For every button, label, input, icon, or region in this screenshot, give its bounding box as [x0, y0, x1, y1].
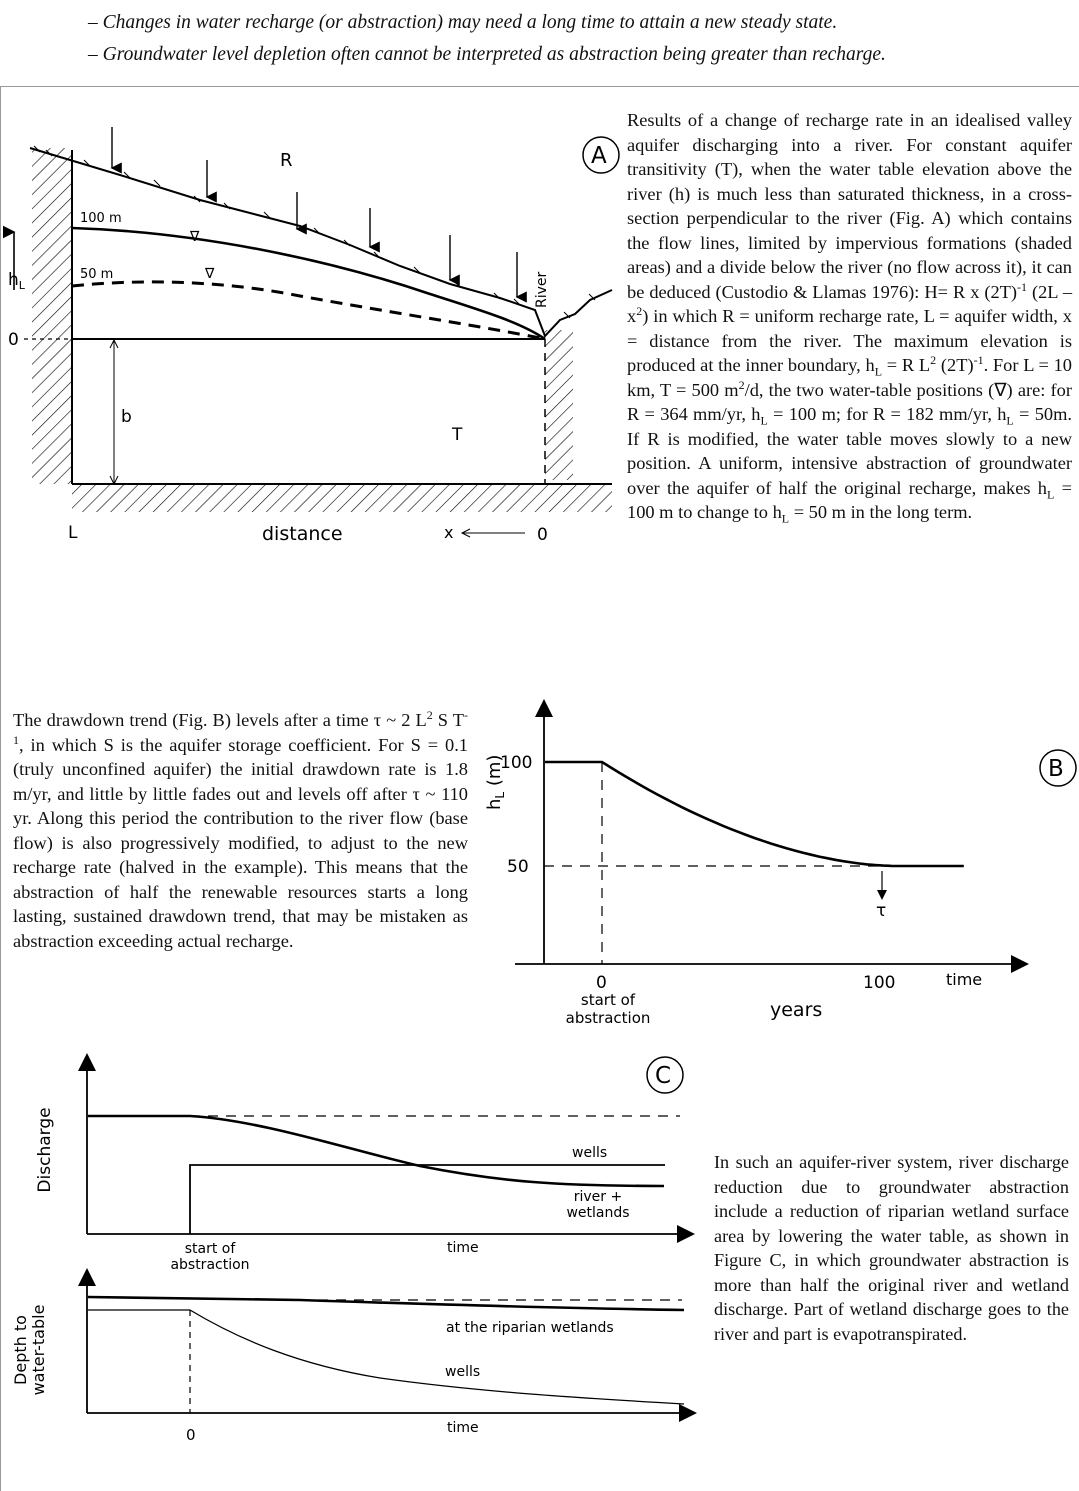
river-right-wall: [545, 330, 573, 480]
paragraph-c: In such an aquifer-river system, river d…: [714, 1152, 1069, 1344]
water-table-symbol-1: ∇: [189, 229, 200, 245]
recharge-label: R: [280, 150, 293, 171]
badge-b-text: B: [1048, 756, 1064, 782]
left-impervious-wall: [32, 148, 72, 484]
river-label: River: [534, 271, 550, 308]
x-tick-100: 100: [863, 973, 895, 993]
x-zero-label: 0: [537, 525, 548, 545]
x-label: x: [444, 523, 453, 542]
zero-label-c: 0: [186, 1426, 196, 1444]
start-label-c-2: abstraction: [170, 1257, 249, 1273]
zero-label: 0: [8, 330, 19, 350]
figure-b: 100 50 hL (m) τ 0 100 time years start o…: [484, 699, 1077, 1027]
figure-c: Discharge wells river + wetlands start o…: [11, 1053, 697, 1444]
badge-b: [1039, 749, 1077, 787]
x-tick-0: 0: [596, 973, 607, 993]
level-50-label: 50 m: [80, 267, 113, 282]
water-table-100m: [71, 226, 546, 341]
wells-top-label: wells: [572, 1145, 607, 1161]
axis-hl-label: hL: [8, 270, 26, 292]
figure-a: hL 0 100 m ∇ 50 m ∇ R b T River L distan…: [2, 127, 620, 545]
wells-bottom-label: wells: [445, 1364, 480, 1380]
frame-left-rule: [0, 86, 1, 1491]
time-top-label: time: [447, 1240, 479, 1256]
start-label-b-1: start of: [581, 991, 636, 1009]
tau-label: τ: [876, 901, 886, 921]
T-label: T: [451, 425, 463, 445]
level-100-label: 100 m: [80, 211, 122, 226]
time-label-b: time: [946, 970, 982, 989]
badge-a: [582, 136, 620, 174]
distance-label: distance: [262, 523, 343, 545]
discharge-label: Discharge: [35, 1107, 55, 1192]
paragraph-b: The drawdown trend (Fig. B) levels after…: [13, 707, 468, 951]
years-label: years: [770, 999, 822, 1021]
bullet-1: – Changes in water recharge (or abstract…: [88, 12, 838, 33]
start-label-b-2: abstraction: [566, 1009, 651, 1027]
water-table-50m: [71, 280, 546, 341]
y-tick-50: 50: [507, 857, 529, 877]
river-wetlands-curve: [88, 1114, 665, 1188]
badge-c-text: C: [655, 1063, 671, 1089]
depth-label-2: water-table: [29, 1305, 48, 1396]
riparian-label: at the riparian wetlands: [446, 1320, 614, 1336]
badge-a-text: A: [591, 143, 607, 169]
paragraph-a: Results of a change of recharge rate in …: [627, 110, 1073, 526]
bottom-impervious-base: [72, 484, 612, 512]
depth-label-1: Depth to: [11, 1315, 30, 1385]
ground-surface: [29, 147, 613, 338]
riparian-curve: [87, 1295, 685, 1312]
drawdown-curve: [545, 760, 964, 868]
water-table-symbol-2: ∇: [204, 266, 215, 282]
b-label: b: [121, 407, 132, 427]
river-label-2: wetlands: [566, 1205, 629, 1221]
start-label-c-1: start of: [185, 1241, 237, 1257]
badge-c: [646, 1056, 684, 1094]
y-label-b: hL (m): [484, 755, 507, 810]
y-tick-100: 100: [500, 753, 532, 773]
river-label-1: river +: [574, 1189, 622, 1205]
wells-discharge-line: [189, 1164, 665, 1234]
wells-depth-curve: [88, 1309, 685, 1405]
frame-top-rule: [0, 86, 1079, 87]
time-bottom-label: time: [447, 1420, 479, 1436]
bullet-2: – Groundwater level depletion often cann…: [88, 44, 886, 65]
L-label: L: [68, 523, 78, 543]
